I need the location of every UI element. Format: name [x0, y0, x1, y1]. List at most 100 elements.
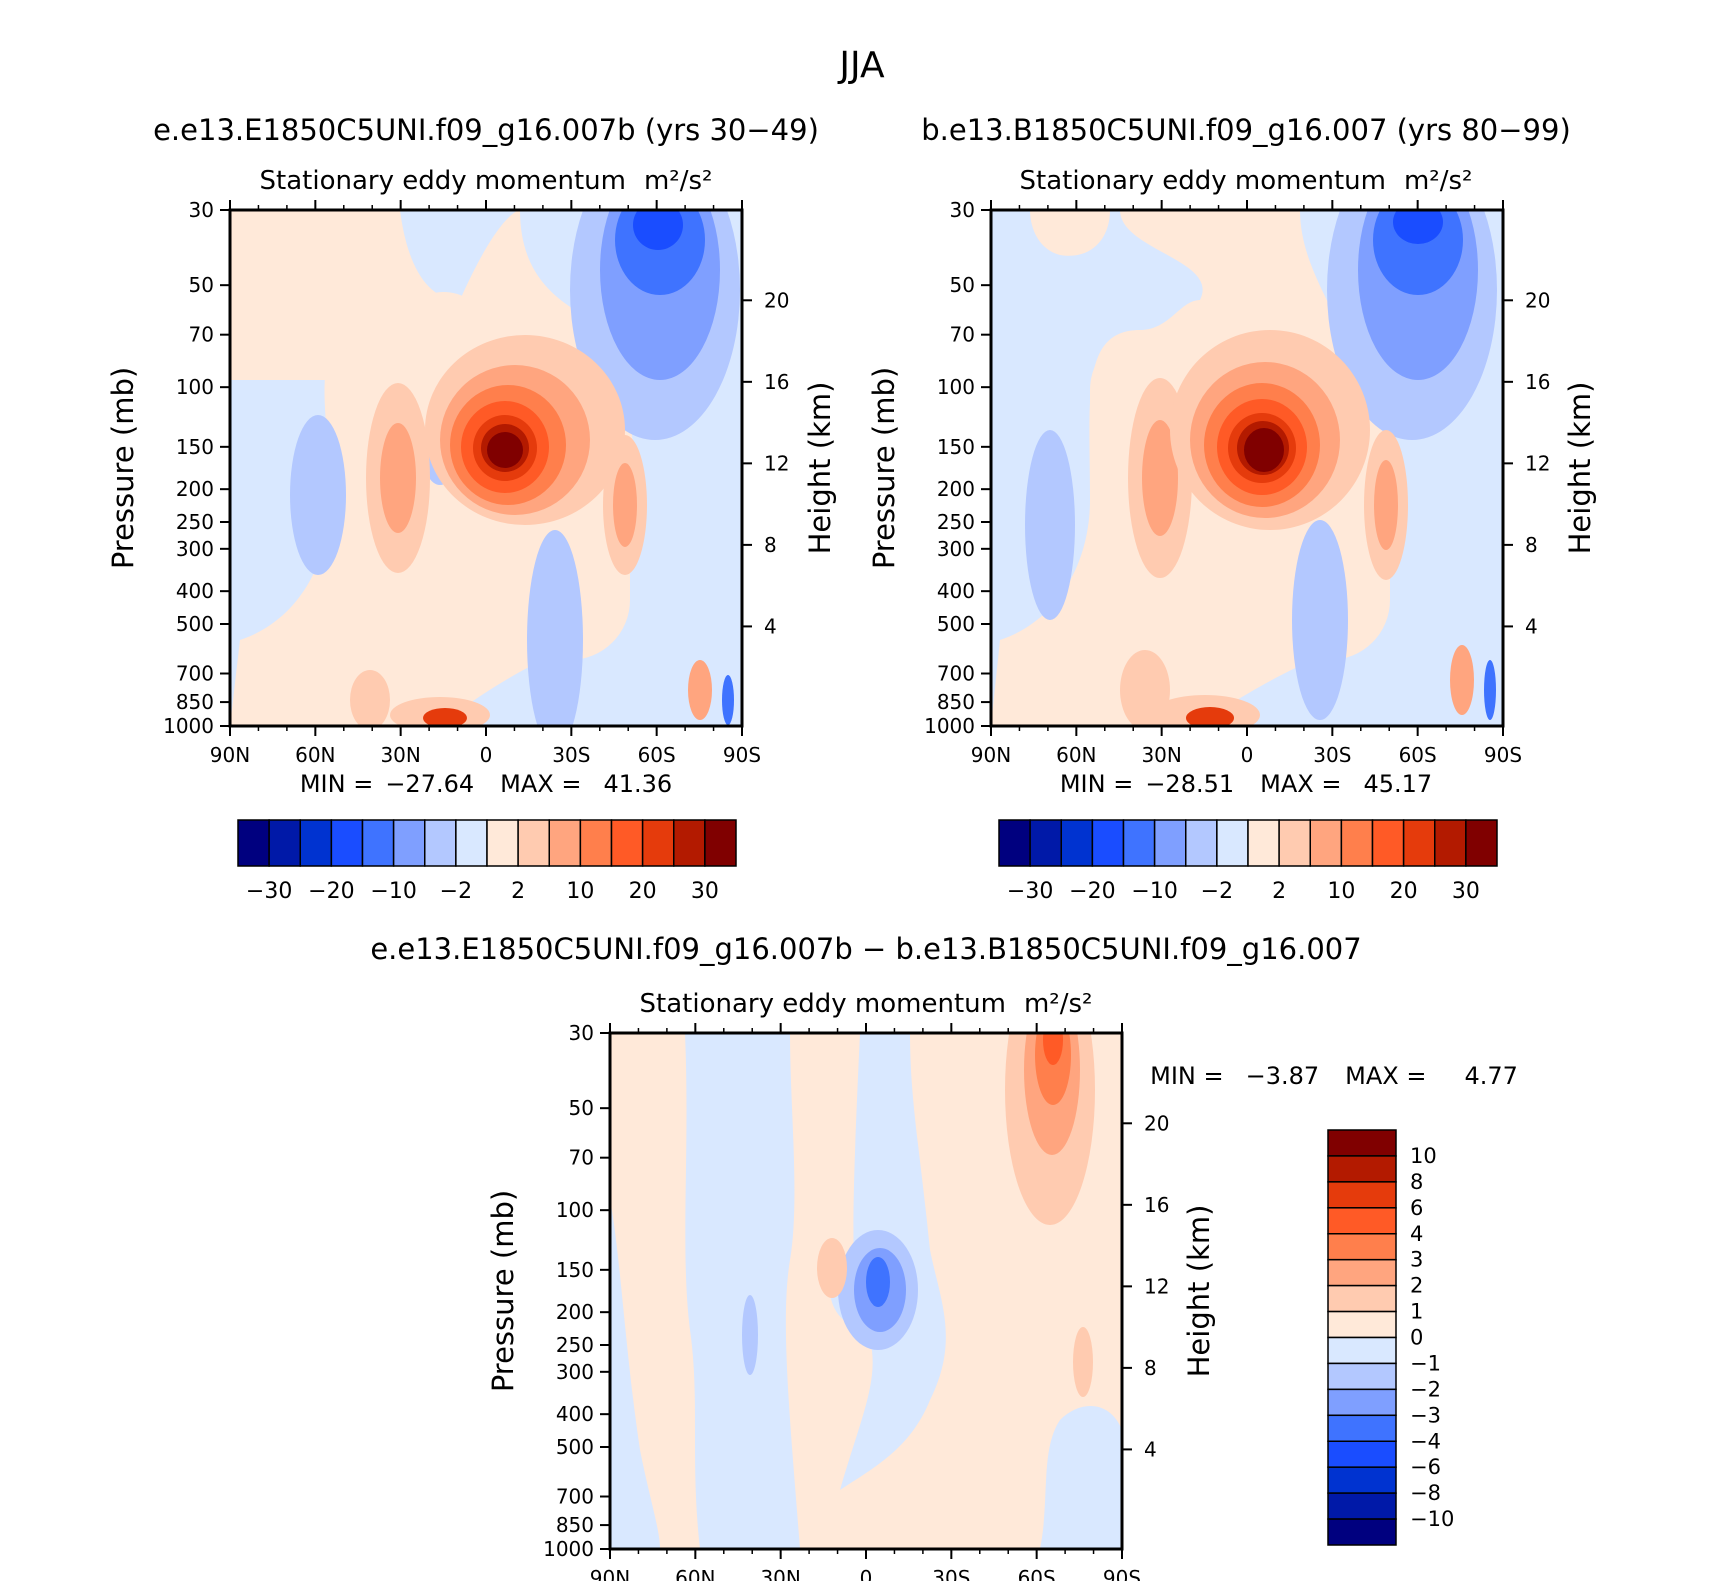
colorbar-swatch — [1327, 1466, 1397, 1494]
lat-tick-label: 60N — [295, 743, 335, 767]
colorbar-label: −20 — [308, 879, 354, 904]
colorbar-swatch — [1029, 819, 1062, 867]
lat-tick-label: 60N — [675, 1566, 715, 1581]
height-tick-label: 12 — [764, 451, 789, 475]
lat-tick-label: 0 — [480, 743, 493, 767]
colorbar-swatch — [1091, 819, 1125, 867]
colorbar-swatch — [1327, 1518, 1397, 1546]
colorbar-label: −4 — [1410, 1429, 1441, 1453]
colorbar-label: −3 — [1410, 1403, 1441, 1427]
colorbar-swatch — [1309, 819, 1343, 867]
pressure-tick-label: 30 — [569, 1021, 594, 1045]
height-tick-label: 8 — [1144, 1356, 1157, 1380]
panel-2-negative-lobe-nh — [1025, 430, 1075, 620]
lat-tick-label: 90N — [971, 743, 1011, 767]
pressure-tick-label: 70 — [950, 323, 975, 347]
colorbar-label: 10 — [566, 879, 594, 904]
colorbar-swatch — [392, 819, 426, 867]
colorbar-swatch — [1327, 1388, 1397, 1417]
pressure-tick-label: 100 — [176, 375, 214, 399]
colorbar-swatch — [1327, 1362, 1397, 1391]
colorbar-label: 10 — [1327, 879, 1355, 904]
panel-3-max-value: 4.77 — [1464, 1062, 1517, 1090]
pressure-tick-label: 150 — [937, 435, 975, 459]
colorbar-swatch — [1247, 819, 1280, 867]
panel-3-ylabel-right: Height (km) — [1182, 1205, 1216, 1378]
panel-3-positive-core — [1043, 1033, 1063, 1065]
pressure-tick-label: 250 — [556, 1333, 594, 1357]
pressure-tick-label: 100 — [937, 375, 975, 399]
height-tick-label: 20 — [764, 288, 789, 312]
panel-3-negative-strip-nh — [610, 1200, 660, 1549]
panel-1-surface-lobe-2 — [350, 670, 390, 726]
colorbar-swatch — [1216, 819, 1249, 867]
lat-tick-label: 90N — [590, 1566, 630, 1581]
panel-2-positive-region-top — [1030, 210, 1110, 256]
colorbar-swatch — [1434, 819, 1467, 867]
colorbar-label: −6 — [1410, 1455, 1441, 1479]
panel-2: b.e13.B1850C5UNI.f09_g16.007 (yrs 80−99)… — [867, 113, 1597, 904]
lat-tick-label: 60S — [1399, 743, 1437, 767]
colorbar-label: 2 — [511, 879, 525, 904]
colorbar-label: 10 — [1410, 1144, 1437, 1168]
colorbar-swatch — [299, 819, 333, 867]
pressure-tick-label: 150 — [176, 435, 214, 459]
pressure-tick-label: 200 — [556, 1300, 594, 1324]
panel-1-surface-lobe-4 — [722, 675, 734, 725]
colorbar-swatch — [1327, 1129, 1397, 1157]
panel-1-title: e.e13.E1850C5UNI.f09_g16.007b (yrs 30−49… — [153, 113, 819, 147]
panel-1-contours — [230, 210, 742, 726]
height-tick-label: 8 — [764, 533, 777, 557]
panel-2-colorbar: −30 −20 −10 −2 2 10 20 30 — [998, 819, 1498, 904]
panel-1-positive-lobe-sh2 — [613, 463, 637, 547]
pressure-tick-label: 50 — [569, 1096, 594, 1120]
panel-1-ylabel-right: Height (km) — [803, 382, 837, 555]
panel-3-max-label: MAX = — [1345, 1062, 1426, 1090]
panel-3-positive-lobe-sh — [1073, 1327, 1093, 1397]
colorbar-swatch — [1371, 819, 1405, 867]
colorbar-swatch — [641, 819, 675, 867]
panel-2-negative-lobe-tropics — [1292, 520, 1348, 720]
height-tick-label: 16 — [1144, 1193, 1169, 1217]
height-tick-label: 20 — [1525, 288, 1550, 312]
panel-3-min-max: MIN = −3.87 MAX = 4.77 — [1150, 1062, 1518, 1090]
pressure-tick-label: 500 — [556, 1435, 594, 1459]
panel-2-surface-lobe-3 — [1450, 645, 1474, 715]
panel-2-min-max: MIN = −28.51 MAX = 45.17 — [1060, 770, 1432, 798]
pressure-tick-label: 200 — [937, 477, 975, 501]
colorbar-label: 6 — [1410, 1196, 1423, 1220]
pressure-tick-label: 300 — [556, 1360, 594, 1384]
colorbar-label: 20 — [1390, 879, 1418, 904]
pressure-tick-label: 300 — [937, 537, 975, 561]
colorbar-swatch — [1278, 819, 1311, 867]
colorbar-swatch — [548, 819, 582, 867]
colorbar-label: 4 — [1410, 1222, 1423, 1246]
colorbar-swatch — [1327, 1336, 1397, 1365]
panel-1-negative-core-sh — [633, 210, 683, 250]
panel-1-surface-core — [423, 708, 467, 726]
panel-2-max-label: MAX = — [1260, 770, 1341, 798]
colorbar-swatch — [1340, 819, 1374, 867]
panel-3-title: e.e13.E1850C5UNI.f09_g16.007b − b.e13.B1… — [370, 932, 1361, 966]
colorbar-label: −2 — [1410, 1377, 1441, 1401]
pressure-tick-label: 400 — [556, 1402, 594, 1426]
pressure-tick-label: 200 — [176, 477, 214, 501]
lat-tick-label: 90S — [723, 743, 761, 767]
colorbar-swatch — [455, 819, 488, 867]
panel-1-surface-lobe-3 — [688, 660, 712, 720]
panel-1: e.e13.E1850C5UNI.f09_g16.007b (yrs 30−49… — [106, 113, 837, 904]
colorbar-swatch — [673, 819, 706, 867]
panel-2-surface-lobe-2 — [1120, 650, 1170, 726]
lat-tick-label: 0 — [860, 1566, 873, 1581]
panel-3-negative-region-sh — [1040, 1406, 1122, 1549]
colorbar-label: −30 — [1007, 879, 1053, 904]
pressure-tick-label: 30 — [189, 198, 214, 222]
lat-tick-label: 90N — [210, 743, 250, 767]
colorbar-label: −8 — [1410, 1481, 1441, 1505]
panel-1-min-max: MIN = −27.64 MAX = 41.36 — [300, 770, 672, 798]
colorbar-label: 30 — [1452, 879, 1480, 904]
pressure-tick-label: 100 — [556, 1198, 594, 1222]
pressure-tick-label: 500 — [937, 612, 975, 636]
